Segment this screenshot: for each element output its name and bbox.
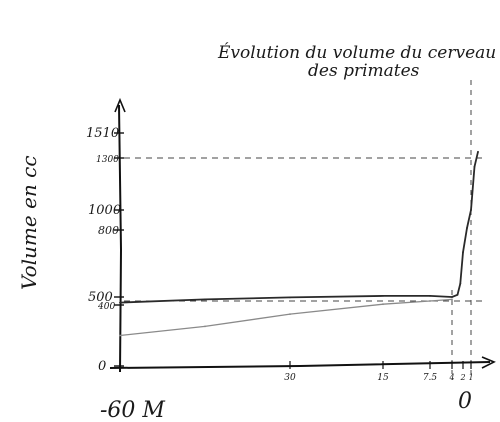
x-tick-label: 15	[377, 373, 389, 383]
y-tick-label: 0	[98, 359, 106, 374]
x-axis-arrow	[481, 356, 496, 369]
series-1-point	[456, 293, 459, 296]
y-tick-label: 1000	[88, 203, 121, 218]
chart-subtitle: des primates	[308, 61, 420, 81]
series-1-point	[451, 296, 453, 298]
x-start-label: -60 M	[100, 398, 165, 422]
series-1-point	[466, 227, 468, 229]
y-tick-label: 1510	[86, 126, 119, 141]
series-2-point	[451, 298, 453, 301]
series-1-point	[477, 150, 479, 153]
x-tick-label: 7.5	[423, 373, 438, 383]
series-2-point	[119, 334, 121, 337]
series-2-point	[429, 300, 431, 302]
series	[119, 150, 479, 337]
series-1-point	[119, 301, 121, 304]
y-tick-label: 800	[98, 224, 119, 237]
series-line-1	[119, 151, 479, 304]
y-axis-arrow	[114, 97, 126, 113]
axes	[109, 97, 496, 373]
y-tick-label: 500	[88, 290, 113, 305]
series-1-point	[459, 282, 462, 285]
x-end-label: 0	[458, 389, 472, 414]
y-axis-line	[118, 104, 123, 373]
series-1-point	[470, 209, 472, 211]
series-1-point	[473, 165, 476, 168]
y-axis-label: Volume en cc	[17, 155, 41, 290]
series-1-point	[289, 296, 291, 299]
x-tick-label: 30	[284, 373, 296, 383]
series-1-point	[462, 251, 464, 254]
y-tick-label: 1300	[96, 155, 119, 165]
series-1-point	[382, 295, 384, 297]
y-tick-label: 400	[97, 302, 115, 312]
series-2-point	[382, 303, 384, 306]
x-tick-label: 2	[459, 373, 465, 382]
x-tick-label: 4	[448, 373, 454, 382]
chart-title: Évolution du volume du cerveau	[217, 42, 496, 63]
series-2-point	[289, 313, 291, 315]
series-1-point	[429, 295, 431, 297]
series-line-2	[119, 298, 453, 337]
series-2-point	[204, 325, 206, 328]
series-1-point	[204, 298, 206, 301]
x-tick-label: 1	[468, 373, 473, 382]
x-axis-line	[109, 361, 491, 369]
